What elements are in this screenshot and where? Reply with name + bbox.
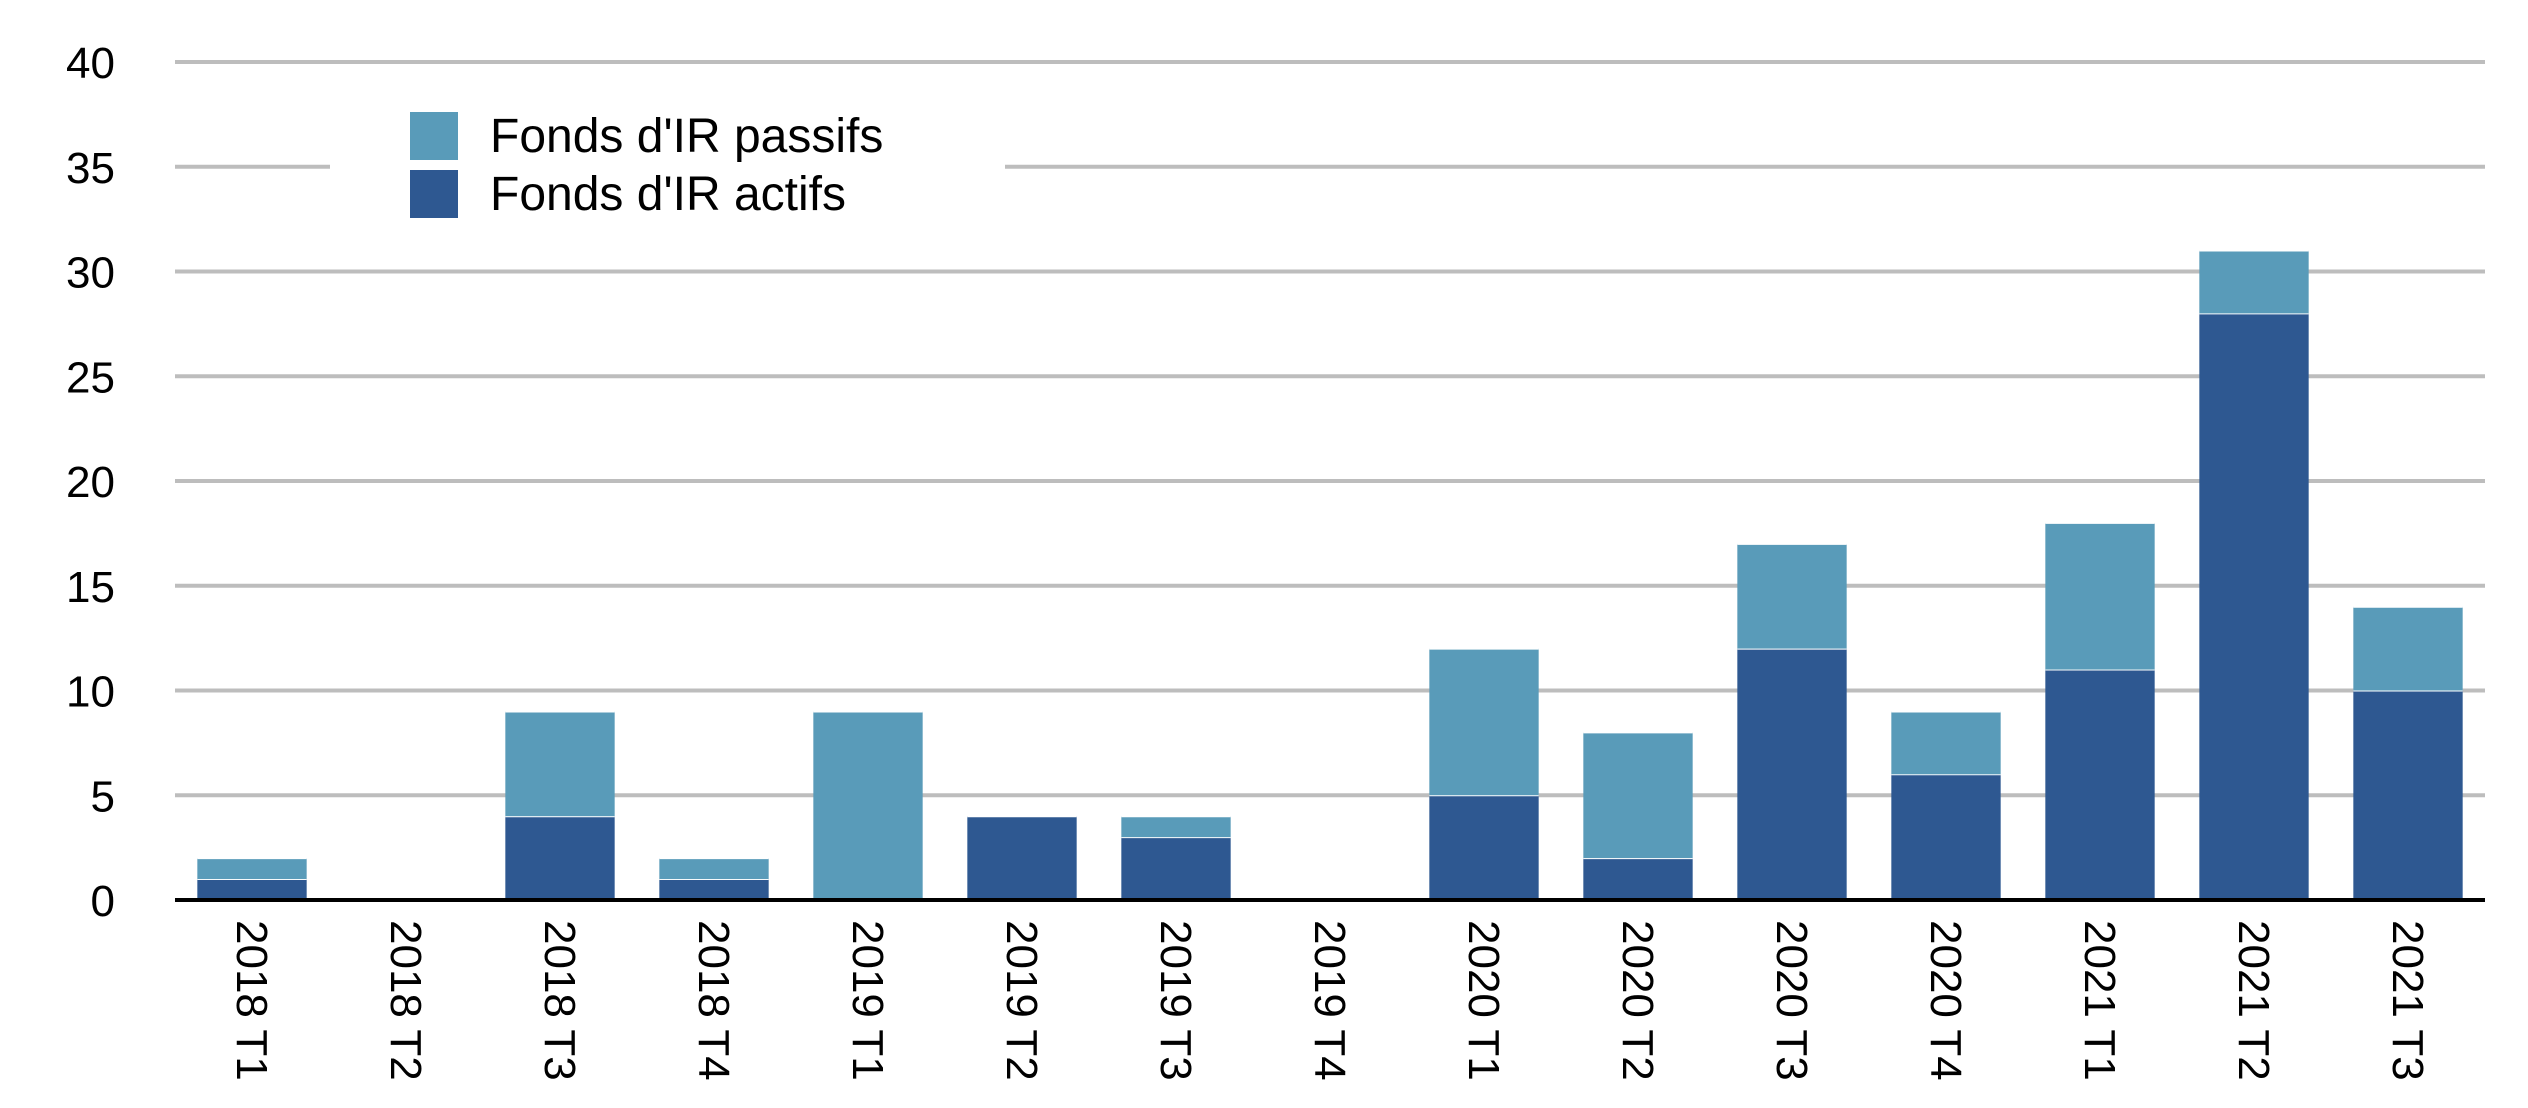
legend: Fonds d'IR passifs Fonds d'IR actifs (330, 92, 1005, 242)
x-tick-label-2019-T2: 2019 T2 (997, 920, 1046, 1081)
y-tick-label-15: 15 (66, 563, 115, 612)
bar-actifs-2021-T1 (2045, 669, 2155, 900)
bar-actifs-2021-T2 (2199, 313, 2309, 900)
bar-actifs-2018-T3 (505, 816, 615, 900)
x-axis-tick-labels: 2018 T1 2018 T2 2018 T3 2018 T4 2019 T1 2019 … (227, 920, 2432, 1081)
x-tick-label-2018-T1: 2018 T1 (227, 920, 276, 1081)
bar-passifs-2021-T1 (2045, 522, 2155, 670)
legend-swatch-actifs (410, 170, 458, 218)
bar-actifs-2019-T3 (1121, 837, 1231, 900)
bar-passifs-2020-T3 (1737, 543, 1847, 649)
legend-swatch-passifs (410, 112, 458, 160)
legend-label-actifs: Fonds d'IR actifs (490, 168, 846, 221)
x-tick-label-2018-T3: 2018 T3 (535, 920, 584, 1081)
bar-passifs-2021-T2 (2199, 250, 2309, 314)
y-tick-label-20: 20 (66, 458, 115, 507)
bar-passifs-2020-T4 (1891, 711, 2001, 775)
x-tick-label-2020-T4: 2020 T4 (1921, 920, 1970, 1081)
x-tick-label-2021-T2: 2021 T2 (2229, 920, 2278, 1081)
bar-actifs-2018-T1 (197, 879, 307, 900)
y-axis-tick-labels: 0 5 10 15 20 25 30 35 40 (66, 39, 115, 926)
y-tick-label-10: 10 (66, 668, 115, 717)
bar-passifs-2018-T1 (197, 858, 307, 880)
bar-passifs-2019-T1 (813, 711, 923, 900)
x-tick-label-2019-T4: 2019 T4 (1305, 920, 1354, 1081)
y-tick-label-5: 5 (91, 772, 115, 821)
bar-actifs-2018-T4 (659, 879, 769, 900)
bar-actifs-2020-T1 (1429, 795, 1539, 900)
y-tick-label-25: 25 (66, 353, 115, 402)
bar-actifs-2021-T3 (2353, 690, 2463, 900)
x-tick-label-2021-T1: 2021 T1 (2075, 920, 2124, 1081)
bar-actifs-2020-T4 (1891, 774, 2001, 900)
y-tick-label-0: 0 (91, 877, 115, 926)
x-tick-label-2020-T1: 2020 T1 (1459, 920, 1508, 1081)
bar-actifs-2020-T3 (1737, 648, 1847, 900)
bar-passifs-2018-T3 (505, 711, 615, 817)
y-tick-label-40: 40 (66, 39, 115, 88)
bars (197, 249, 2463, 900)
x-tick-label-2021-T3: 2021 T3 (2383, 920, 2432, 1081)
bar-passifs-2018-T4 (659, 858, 769, 880)
legend-label-passifs: Fonds d'IR passifs (490, 110, 883, 163)
bar-actifs-2020-T2 (1583, 858, 1693, 900)
x-tick-label-2020-T2: 2020 T2 (1613, 920, 1662, 1081)
x-tick-label-2019-T1: 2019 T1 (843, 920, 892, 1081)
x-tick-label-2020-T3: 2020 T3 (1767, 920, 1816, 1081)
bar-actifs-2019-T2 (967, 816, 1077, 900)
bar-passifs-2020-T2 (1583, 732, 1693, 859)
bar-passifs-2021-T3 (2353, 606, 2463, 691)
x-tick-label-2019-T3: 2019 T3 (1151, 920, 1200, 1081)
y-tick-label-30: 30 (66, 249, 115, 298)
x-tick-label-2018-T4: 2018 T4 (689, 920, 738, 1081)
bar-passifs-2019-T3 (1121, 816, 1231, 838)
y-tick-label-35: 35 (66, 144, 115, 193)
x-tick-label-2018-T2: 2018 T2 (381, 920, 430, 1081)
bar-passifs-2020-T1 (1429, 648, 1539, 796)
